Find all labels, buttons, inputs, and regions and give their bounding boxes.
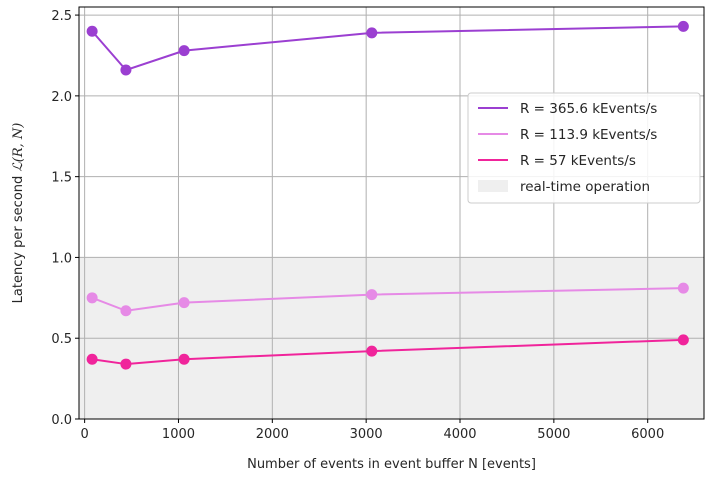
data-point — [178, 353, 190, 365]
legend-label: R = 113.9 kEvents/s — [520, 127, 657, 143]
x-tick-label: 2000 — [256, 427, 289, 442]
data-point — [366, 289, 378, 301]
data-point — [120, 64, 132, 76]
data-point — [366, 345, 378, 357]
data-point — [178, 297, 190, 309]
data-point — [677, 282, 689, 294]
data-point — [178, 45, 190, 57]
data-point — [677, 20, 689, 32]
legend-label: real-time operation — [520, 179, 650, 195]
data-point — [86, 25, 98, 37]
x-tick-label: 1000 — [162, 427, 195, 442]
x-tick-label: 0 — [80, 427, 88, 442]
data-point — [677, 334, 689, 346]
legend-swatch — [478, 180, 508, 192]
series-2 — [86, 282, 689, 317]
series-1 — [86, 20, 689, 76]
x-tick-label: 5000 — [537, 427, 570, 442]
legend-label: R = 365.6 kEvents/s — [520, 101, 657, 117]
data-point — [120, 358, 132, 370]
legend: R = 365.6 kEvents/s R = 113.9 kEvents/s R … — [467, 92, 701, 204]
data-point — [86, 353, 98, 365]
plot-frame — [78, 6, 705, 420]
y-tick-label: 1.5 — [51, 171, 72, 186]
data-point — [86, 292, 98, 304]
y-tick-label: 0.5 — [51, 332, 72, 347]
series-layer — [86, 20, 689, 370]
legend-box — [467, 92, 701, 204]
y-tick-label: 2.5 — [51, 9, 72, 24]
y-tick-label: 1.0 — [51, 251, 72, 266]
y-tick-label: 2.0 — [51, 90, 72, 105]
y-axis-label-math: ℒ(R, N) — [11, 123, 26, 172]
x-axis-label: Number of events in event buffer N [even… — [247, 457, 536, 472]
y-tick-label: 0.0 — [51, 413, 72, 428]
tick-layer: 0 1000 2000 3000 4000 5000 6000 0.0 0.5 1.0 1.5 2.0… — [51, 9, 664, 442]
x-tick-label: 4000 — [443, 427, 476, 442]
data-point — [366, 27, 378, 39]
x-tick-label: 6000 — [631, 427, 664, 442]
legend-label: R = 57 kEvents/s — [520, 153, 636, 169]
x-tick-label: 3000 — [350, 427, 383, 442]
y-axis-label: Latency per second ℒ(R, N) — [11, 123, 26, 304]
y-axis-label-text: Latency per second — [11, 172, 26, 304]
data-point — [120, 305, 132, 317]
series-3 — [86, 334, 689, 370]
